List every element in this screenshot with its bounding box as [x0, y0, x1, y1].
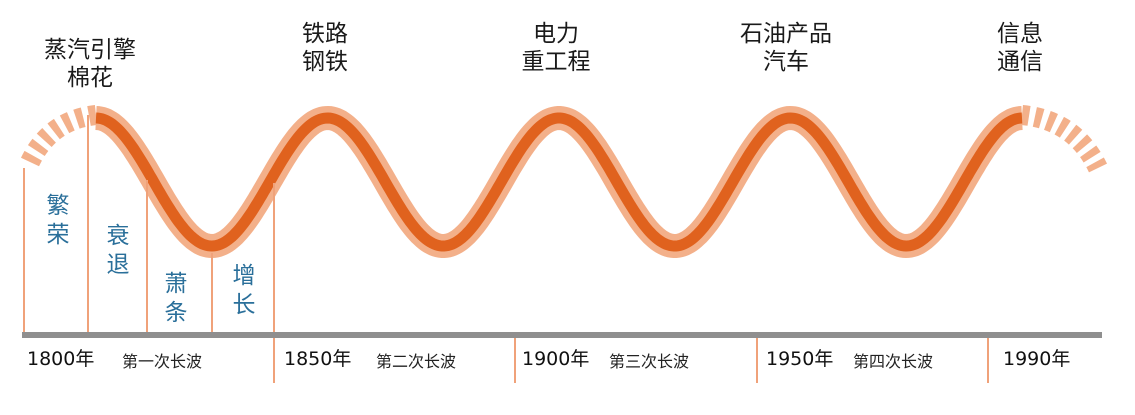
wave-lead-in-dashed	[20, 105, 98, 167]
tech-label-steam-cotton: 蒸汽引擎 棉花	[44, 36, 136, 92]
wave-name: 第一次长波	[122, 352, 203, 371]
time-axis	[22, 332, 1102, 338]
tech-line: 电力	[533, 21, 579, 47]
tech-label-oil-automobile: 石油产品 汽车	[740, 20, 832, 76]
tech-line: 石油产品	[740, 21, 832, 47]
tech-label-electricity-heavy-engineering: 电力 重工程	[522, 20, 591, 76]
year-label: 1850年	[284, 348, 352, 370]
wave-name: 第三次长波	[609, 352, 690, 371]
tech-label-information-communication: 信息 通信	[997, 20, 1043, 76]
tech-line: 铁路	[302, 21, 348, 47]
phase-text: 衰退	[106, 223, 130, 278]
tech-label-railway-steel: 铁路 钢铁	[302, 20, 348, 76]
year-label: 1950年	[766, 348, 834, 370]
tech-line: 棉花	[67, 65, 113, 91]
phase-text: 增长	[232, 263, 256, 318]
tech-line: 重工程	[521, 49, 591, 75]
wave-lead-out-dashed	[1020, 105, 1108, 173]
phase-label-recession: 衰退	[103, 222, 133, 280]
wave-name: 第二次长波	[376, 352, 457, 371]
tech-line: 通信	[997, 49, 1043, 75]
tech-line: 信息	[997, 21, 1043, 47]
phase-text: 繁荣	[46, 193, 70, 248]
year-label: 1800年	[27, 348, 95, 370]
tech-line: 蒸汽引擎	[44, 37, 136, 63]
phase-label-depression: 萧条	[161, 270, 191, 328]
phase-label-prosperity: 繁荣	[43, 192, 73, 250]
tech-line: 钢铁	[302, 49, 348, 75]
wave-inner-band	[95, 112, 1023, 252]
year-label: 1900年	[522, 348, 590, 370]
wave-name: 第四次长波	[853, 352, 934, 371]
year-label: 1990年	[1003, 348, 1071, 370]
phase-text: 萧条	[164, 271, 188, 326]
tech-line: 汽车	[763, 49, 809, 75]
phase-label-recovery: 增长	[229, 262, 259, 320]
